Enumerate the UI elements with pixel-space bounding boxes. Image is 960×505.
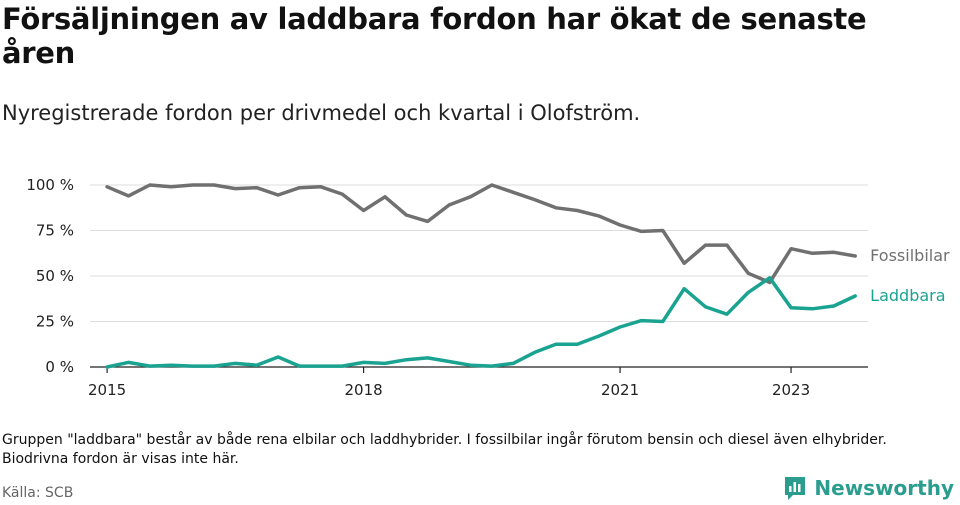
series-label-fossilbilar: Fossilbilar — [870, 246, 950, 265]
series-label-laddbara: Laddbara — [870, 286, 945, 305]
series-layer — [105, 183, 857, 369]
grid-layer — [90, 184, 868, 322]
brand-name: Newsworthy — [814, 476, 954, 500]
chart-title: Försäljningen av laddbara fordon har öka… — [2, 2, 867, 70]
y-tick-label: 100 % — [26, 176, 74, 194]
y-tick-label: 25 % — [36, 313, 74, 331]
series-line-fossilbilar — [105, 183, 857, 285]
series-line-laddbara — [105, 276, 857, 369]
brand-logo: Newsworthy — [783, 475, 954, 501]
source-text: Källa: SCB — [2, 485, 74, 501]
line-chart: 0 % 25 % 50 % 75 % 100 % 2015 2018 2021 2023 Fos… — [26, 176, 950, 399]
y-tick-label: 50 % — [36, 267, 74, 285]
chart-footnote: Gruppen "laddbara" består av både rena e… — [2, 432, 887, 467]
x-tick-label: 2023 — [772, 381, 810, 399]
x-tick-label: 2021 — [601, 381, 639, 399]
x-tick-label: 2018 — [344, 381, 382, 399]
y-tick-label: 0 % — [45, 358, 74, 376]
y-tick-label: 75 % — [36, 222, 74, 240]
series-label-layer: Fossilbilar Laddbara — [870, 246, 950, 305]
x-tick-label: 2015 — [88, 381, 126, 399]
newsworthy-logo-icon — [785, 477, 806, 500]
chart-subtitle: Nyregistrerade fordon per drivmedel och … — [2, 101, 641, 125]
